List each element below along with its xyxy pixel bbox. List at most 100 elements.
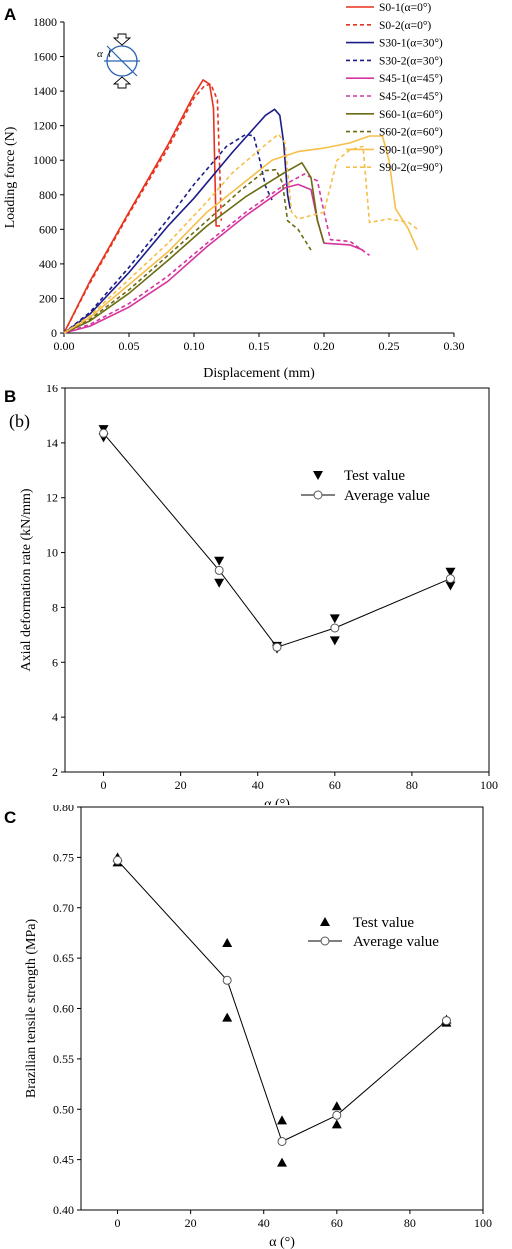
legend-average-marker (313, 490, 323, 500)
tensile-strength-chart: C 0 20 40 60 80 100 0.40 0.45 0.50 0.55 0.60 0.65 0.… (4, 805, 492, 1249)
legend-label: S45-2(α=45°) (379, 91, 443, 103)
y-tick-label: 16 (46, 385, 58, 395)
test-value-marker (222, 938, 233, 948)
y-tick-label: 0.60 (53, 1002, 74, 1016)
series-line (63, 162, 325, 334)
average-line (103, 432, 451, 648)
legend-label: S0-1(α=0°) (379, 2, 431, 14)
y-tick-label: 1600 (33, 50, 57, 64)
test-value-marker (320, 917, 330, 926)
y-tick-label: 0 (51, 326, 57, 340)
y-tick-label: 0.65 (53, 951, 74, 965)
legend-label: S30-1(α=30°) (379, 38, 443, 50)
series-line (63, 135, 419, 334)
legend-a: S0-1(α=0°) S0-2(α=0°) S30-1(α=30°) S30-2(α=… (346, 2, 443, 174)
x-tick-label: 0.25 (379, 339, 400, 353)
y-tick-label: 0.70 (53, 901, 74, 915)
test-value-marker (331, 1119, 342, 1129)
average-value-marker (113, 855, 123, 865)
panel-letter-a: A (4, 5, 16, 24)
legend-test-label: Test value (344, 468, 405, 484)
x-tick-label: 0 (115, 1216, 121, 1230)
x-tick-label: 0.30 (444, 339, 465, 353)
x-tick-label: 0.05 (119, 339, 140, 353)
y-tick-label: 0.40 (53, 1203, 74, 1217)
x-tick-label: 60 (331, 1216, 343, 1230)
x-tick-label: 0.00 (54, 339, 75, 353)
y-tick-label: 400 (39, 257, 57, 271)
average-value-marker (214, 565, 224, 575)
y-tick-label: 10 (46, 546, 58, 560)
x-tick-label: 80 (404, 1216, 416, 1230)
x-axis-label: α (°) (269, 1235, 295, 1249)
y-tick-label: 0.55 (53, 1052, 74, 1066)
y-tick-label: 8 (52, 600, 58, 614)
average-value-marker (330, 623, 340, 633)
y-axis-label: Brazilian tensile strength (MPa) (24, 919, 39, 1099)
test-value-marker (277, 1157, 287, 1167)
axial-deformation-chart: B (b) 0 20 40 60 80 100 2 4 6 8 10 12 14 16 α (°) Axial… (4, 385, 498, 805)
series-line (63, 173, 370, 334)
average-value-marker (441, 1016, 451, 1026)
x-tick-label: 0.10 (184, 339, 205, 353)
loading-force-chart: A α 0.00 0.05 0.10 0.15 0.20 0.25 0.30 0 200 400 6… (3, 2, 465, 381)
legend-label: S30-2(α=30°) (379, 55, 443, 67)
legend-test-label: Test value (353, 915, 414, 931)
average-value-marker (272, 642, 282, 652)
panel-letter-b: B (4, 387, 16, 406)
x-tick-label: 100 (480, 778, 498, 792)
y-tick-label: 0.45 (53, 1153, 74, 1167)
specimen-diagram-icon: α (97, 33, 140, 89)
y-tick-label: 6 (52, 655, 58, 669)
y-tick-label: 0.50 (53, 1102, 74, 1116)
average-value-marker (99, 428, 109, 438)
test-value-marker (445, 567, 456, 577)
test-value-marker (214, 556, 225, 566)
legend-average-label: Average value (353, 934, 439, 950)
y-tick-label: 200 (39, 291, 57, 305)
test-value-marker (329, 636, 340, 646)
test-value-marker (277, 1115, 287, 1125)
average-value-marker (445, 574, 455, 584)
y-tick-label: 1400 (33, 84, 57, 98)
legend-label: S60-2(α=60°) (379, 127, 443, 139)
y-tick-label: 4 (52, 710, 58, 724)
x-tick-label: 20 (185, 1216, 197, 1230)
y-axis-label: Loading force (N) (3, 126, 18, 228)
x-tick-label: 60 (329, 778, 341, 792)
y-tick-label: 12 (46, 491, 58, 505)
plot-frame (64, 387, 490, 773)
legend-label: S45-1(α=45°) (379, 73, 443, 85)
average-line (117, 860, 447, 1143)
test-value-marker (313, 471, 323, 480)
x-axis-label: Displacement (mm) (203, 366, 315, 381)
x-tick-label: 20 (175, 778, 187, 792)
svg-text:α: α (97, 48, 103, 60)
series-line (63, 133, 273, 334)
x-tick-label: 40 (252, 778, 264, 792)
average-value-marker (277, 1136, 287, 1146)
legend-label: S90-1(α=90°) (379, 144, 443, 156)
legend-label: S90-2(α=90°) (379, 162, 443, 174)
legend-label: S0-2(α=0°) (379, 20, 431, 32)
x-tick-label: 0.20 (314, 339, 335, 353)
x-tick-label: 80 (406, 778, 418, 792)
legend-average-label: Average value (344, 488, 430, 504)
test-value-marker (331, 1101, 342, 1111)
plot-frame (80, 806, 484, 1211)
test-value-marker (329, 614, 340, 624)
y-tick-label: 600 (39, 222, 57, 236)
test-value-marker (445, 581, 456, 591)
test-value-marker (214, 578, 225, 588)
average-value-marker (332, 1110, 342, 1120)
test-value-marker (222, 1012, 233, 1022)
y-tick-label: 800 (39, 188, 57, 202)
average-value-marker (222, 975, 232, 985)
series-line (63, 79, 220, 334)
x-tick-label: 0 (101, 778, 107, 792)
x-tick-label: 40 (258, 1216, 270, 1230)
y-tick-label: 0.80 (53, 805, 74, 814)
y-tick-label: 1000 (33, 153, 57, 167)
series-line (63, 108, 291, 334)
y-tick-label: 1800 (33, 15, 57, 29)
